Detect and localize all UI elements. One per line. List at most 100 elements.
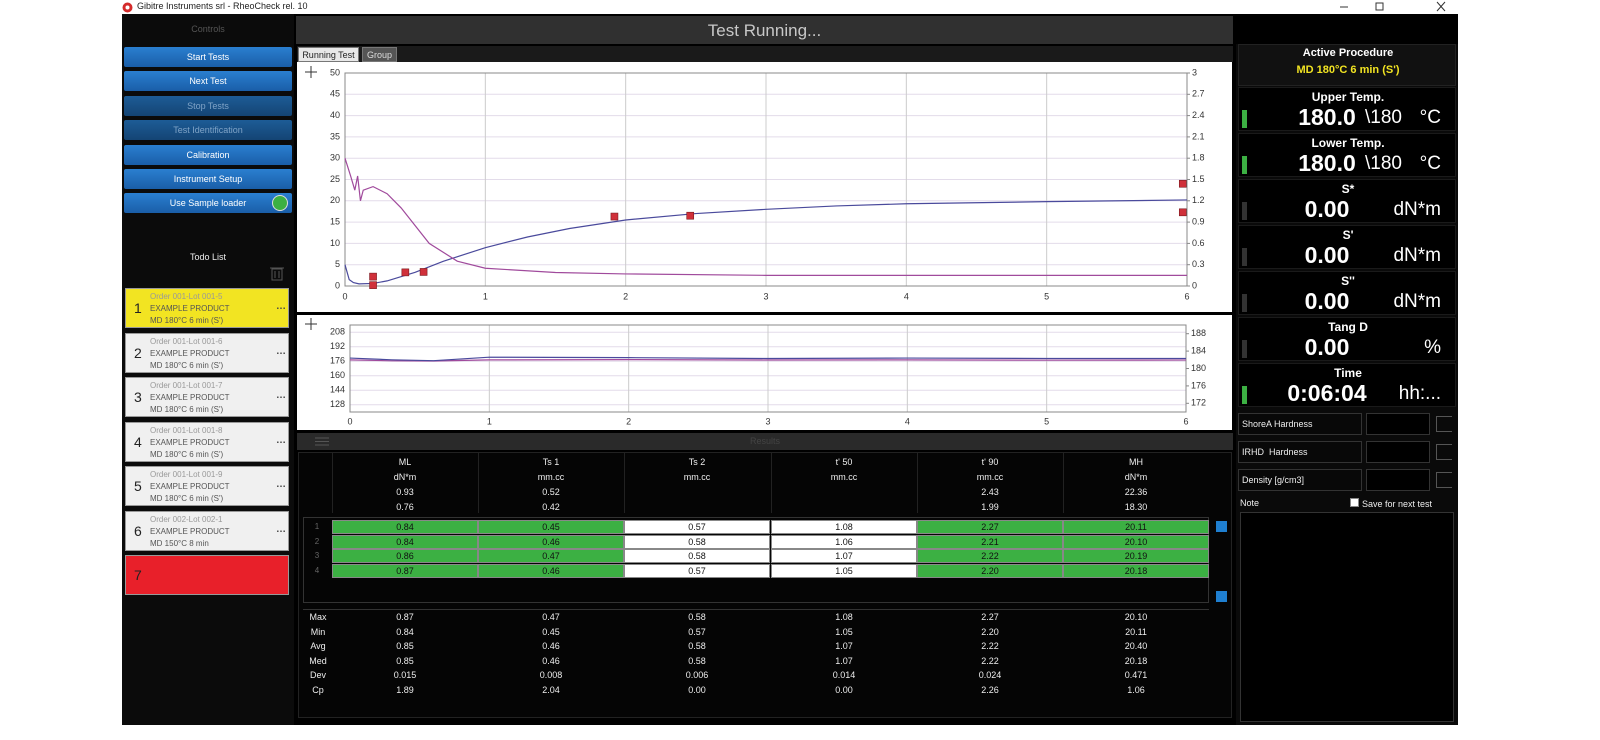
todo-card[interactable]: 3 Order 001-Lot 001-7 EXAMPLE PRODUCT MD 18… bbox=[125, 377, 289, 417]
sidebar-button[interactable]: Stop Tests bbox=[124, 95, 292, 116]
y2-tick-label: 2.4 bbox=[1192, 110, 1205, 120]
column-unit: mm.cc bbox=[976, 472, 1004, 482]
export-icon[interactable] bbox=[1436, 444, 1452, 460]
result-value: 2.21 bbox=[981, 536, 999, 547]
todo-card[interactable]: 6 Order 002-Lot 002-1 EXAMPLE PRODUCT MD 15… bbox=[125, 510, 289, 551]
button-label: Test Identification bbox=[173, 125, 243, 136]
result-cell: 1.05 bbox=[771, 563, 917, 578]
todo-procedure: MD 180°C 6 min (S') bbox=[150, 449, 224, 459]
readout-indicator bbox=[1242, 110, 1247, 128]
field-label-box bbox=[1238, 441, 1362, 463]
readout-value: 0.00 bbox=[1304, 288, 1350, 314]
field-input[interactable] bbox=[1366, 413, 1430, 435]
readout: S'' 0.00 dN*m bbox=[1238, 271, 1456, 315]
sidebar-button[interactable]: Test Identification bbox=[124, 120, 292, 141]
title-bar: Gibitre Instruments srl - RheoCheck rel.… bbox=[0, 0, 1600, 14]
todo-title: Todo List bbox=[189, 252, 227, 262]
stat-value: 20.11 bbox=[1125, 626, 1147, 637]
stat-value: 20.40 bbox=[1124, 641, 1148, 652]
menu-icon[interactable] bbox=[315, 437, 329, 446]
todo-card[interactable]: 1 Order 001-Lot 001-5 EXAMPLE PRODUCT MD 18… bbox=[125, 288, 289, 328]
limit-cell: 22.36 bbox=[1124, 487, 1148, 497]
y-tick-label: 20 bbox=[330, 195, 340, 205]
sidebar-button[interactable]: Calibration bbox=[124, 144, 292, 165]
readout: S* 0.00 dN*m bbox=[1238, 179, 1456, 223]
todo-card[interactable]: 7 bbox=[125, 555, 289, 595]
result-value: 0.86 bbox=[396, 551, 414, 561]
row-index: 1 bbox=[314, 522, 320, 531]
button-label: Calibration bbox=[186, 149, 230, 160]
todo-number: 6 bbox=[134, 522, 142, 539]
button-label: Start Tests bbox=[186, 52, 230, 62]
y-tick-label: 5 bbox=[335, 259, 340, 269]
stat-value: 0.85 bbox=[396, 655, 414, 666]
todo-product: EXAMPLE PRODUCT bbox=[150, 526, 230, 536]
y-tick-label: 192 bbox=[330, 341, 345, 351]
sidebar-button[interactable]: Start Tests bbox=[124, 47, 292, 67]
app-icon bbox=[122, 2, 133, 13]
y2-tick-label: 188 bbox=[1191, 328, 1206, 338]
x-tick-label: 4 bbox=[905, 416, 910, 426]
stat-value: 2.04 bbox=[542, 685, 560, 695]
note-label: Note bbox=[1240, 498, 1260, 508]
result-cell: 0.46 bbox=[478, 563, 624, 578]
column-header: Ts 1 bbox=[542, 457, 560, 467]
data-marker bbox=[369, 272, 377, 281]
row-index: 4 bbox=[314, 565, 320, 575]
result-value: 0.57 bbox=[688, 565, 706, 576]
field-input[interactable] bbox=[1366, 469, 1430, 491]
readout-value: 180.0 bbox=[1298, 150, 1356, 176]
result-cell: 0.87 bbox=[332, 563, 478, 578]
limit-cell: 0.76 bbox=[396, 501, 414, 512]
data-marker bbox=[419, 268, 428, 276]
readout-unit: hh:... bbox=[1398, 383, 1441, 404]
export-icon[interactable] bbox=[1436, 416, 1452, 432]
row-index: 2 bbox=[314, 536, 320, 546]
stat-value: 1.07 bbox=[835, 655, 853, 666]
scroll-button[interactable] bbox=[1216, 521, 1227, 532]
stat-value: 0.006 bbox=[685, 670, 709, 681]
readout-indicator bbox=[1242, 386, 1247, 404]
tab[interactable]: Group bbox=[362, 47, 397, 62]
y2-tick-label: 0.9 bbox=[1192, 216, 1205, 226]
trash-icon[interactable] bbox=[270, 265, 284, 281]
result-value: 1.07 bbox=[835, 551, 853, 561]
result-value: 0.58 bbox=[688, 551, 706, 561]
result-value: 1.05 bbox=[835, 565, 853, 576]
stat-value: 2.22 bbox=[981, 655, 999, 666]
stat-value: 0.46 bbox=[542, 641, 560, 652]
stat-value: 0.58 bbox=[688, 612, 706, 622]
sidebar-button[interactable]: Use Sample loader bbox=[124, 193, 292, 214]
note-area[interactable] bbox=[1240, 512, 1454, 722]
button-label: Use Sample loader bbox=[169, 198, 247, 209]
todo-card[interactable]: 4 Order 001-Lot 001-8 EXAMPLE PRODUCT MD 18… bbox=[125, 421, 289, 462]
result-value: 0.84 bbox=[396, 522, 414, 532]
scroll-button[interactable] bbox=[1216, 591, 1227, 602]
save-checkbox[interactable] bbox=[1350, 498, 1359, 507]
y2-tick-label: 176 bbox=[1191, 380, 1206, 390]
todo-number: 7 bbox=[134, 567, 142, 583]
sidebar-button[interactable]: Next Test bbox=[124, 71, 292, 92]
todo-card[interactable]: 2 Order 001-Lot 001-6 EXAMPLE PRODUCT MD 18… bbox=[125, 332, 289, 373]
tab[interactable]: Running Test bbox=[298, 47, 359, 62]
todo-order: Order 001-Lot 001-8 bbox=[150, 425, 223, 435]
result-cell: 20.18 bbox=[1063, 563, 1209, 578]
field-input[interactable] bbox=[1366, 441, 1430, 463]
result-cell: 1.08 bbox=[771, 520, 917, 534]
readout-unit: dN*m bbox=[1393, 291, 1441, 312]
todo-card[interactable]: 5 Order 001-Lot 001-9 EXAMPLE PRODUCT MD 18… bbox=[125, 466, 289, 506]
readout-label: Lower Temp. bbox=[1311, 136, 1385, 150]
todo-number: 4 bbox=[134, 433, 142, 450]
procedure-box: Active Procedure MD 180°C 6 min (S') bbox=[1238, 44, 1456, 86]
column-unit: dN*m bbox=[1124, 472, 1148, 482]
sidebar-button[interactable]: Instrument Setup bbox=[124, 169, 292, 189]
data-line bbox=[349, 359, 1187, 362]
window-controls[interactable] bbox=[1340, 0, 1450, 14]
readout-value: 0.00 bbox=[1304, 242, 1350, 268]
stat-value: 20.18 bbox=[1124, 655, 1148, 666]
stat-value: 0.45 bbox=[542, 626, 560, 637]
crosshair-icon bbox=[305, 66, 317, 78]
y2-tick-label: 172 bbox=[1191, 398, 1206, 408]
export-icon[interactable] bbox=[1436, 472, 1452, 488]
stat-value: 0.00 bbox=[835, 685, 853, 695]
